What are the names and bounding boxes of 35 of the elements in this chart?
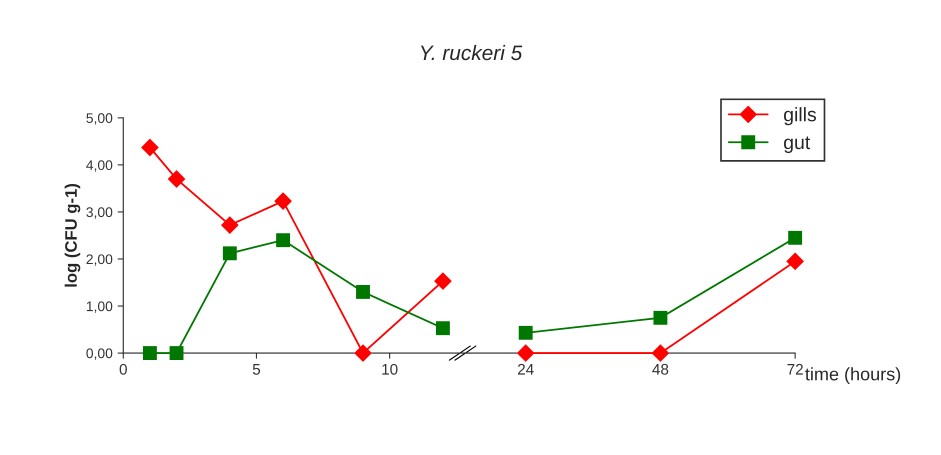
point [356, 284, 370, 299]
point [274, 192, 292, 210]
point [653, 310, 668, 325]
point [142, 346, 157, 360]
x-tick-label: 5 [252, 364, 260, 375]
y-tick-label: 2,00 [86, 254, 112, 266]
chart-title: Y. ruckeri 5 [420, 44, 522, 60]
y-axis-title: log (CFU g-1) [64, 184, 80, 287]
point [276, 233, 290, 248]
point [168, 170, 186, 188]
point [786, 252, 804, 270]
y-tick-label: 0,00 [86, 348, 112, 360]
x-tick-label: 10 [382, 364, 398, 375]
point [170, 346, 184, 360]
point [652, 344, 669, 362]
point [436, 321, 450, 336]
y-tick-label: 5,00 [86, 113, 112, 125]
x-tick-label: 48 [652, 364, 668, 375]
point [221, 216, 238, 234]
x-tick-label: 72 [787, 364, 803, 375]
point [788, 230, 802, 245]
point [222, 246, 237, 260]
legend-label: gut [784, 136, 810, 154]
point [354, 344, 372, 362]
point [141, 138, 158, 156]
x-axis-title: time (hours) [805, 367, 900, 384]
x-tick-label: 24 [518, 364, 534, 375]
x-tick-label: 0 [120, 364, 127, 375]
point [517, 344, 534, 362]
point [518, 326, 533, 340]
y-tick-label: 1,00 [86, 301, 112, 313]
y-tick-label: 4,00 [86, 160, 112, 172]
legend-label: gills [784, 107, 816, 126]
y-tick-label: 3,00 [86, 207, 112, 219]
point [434, 272, 452, 290]
